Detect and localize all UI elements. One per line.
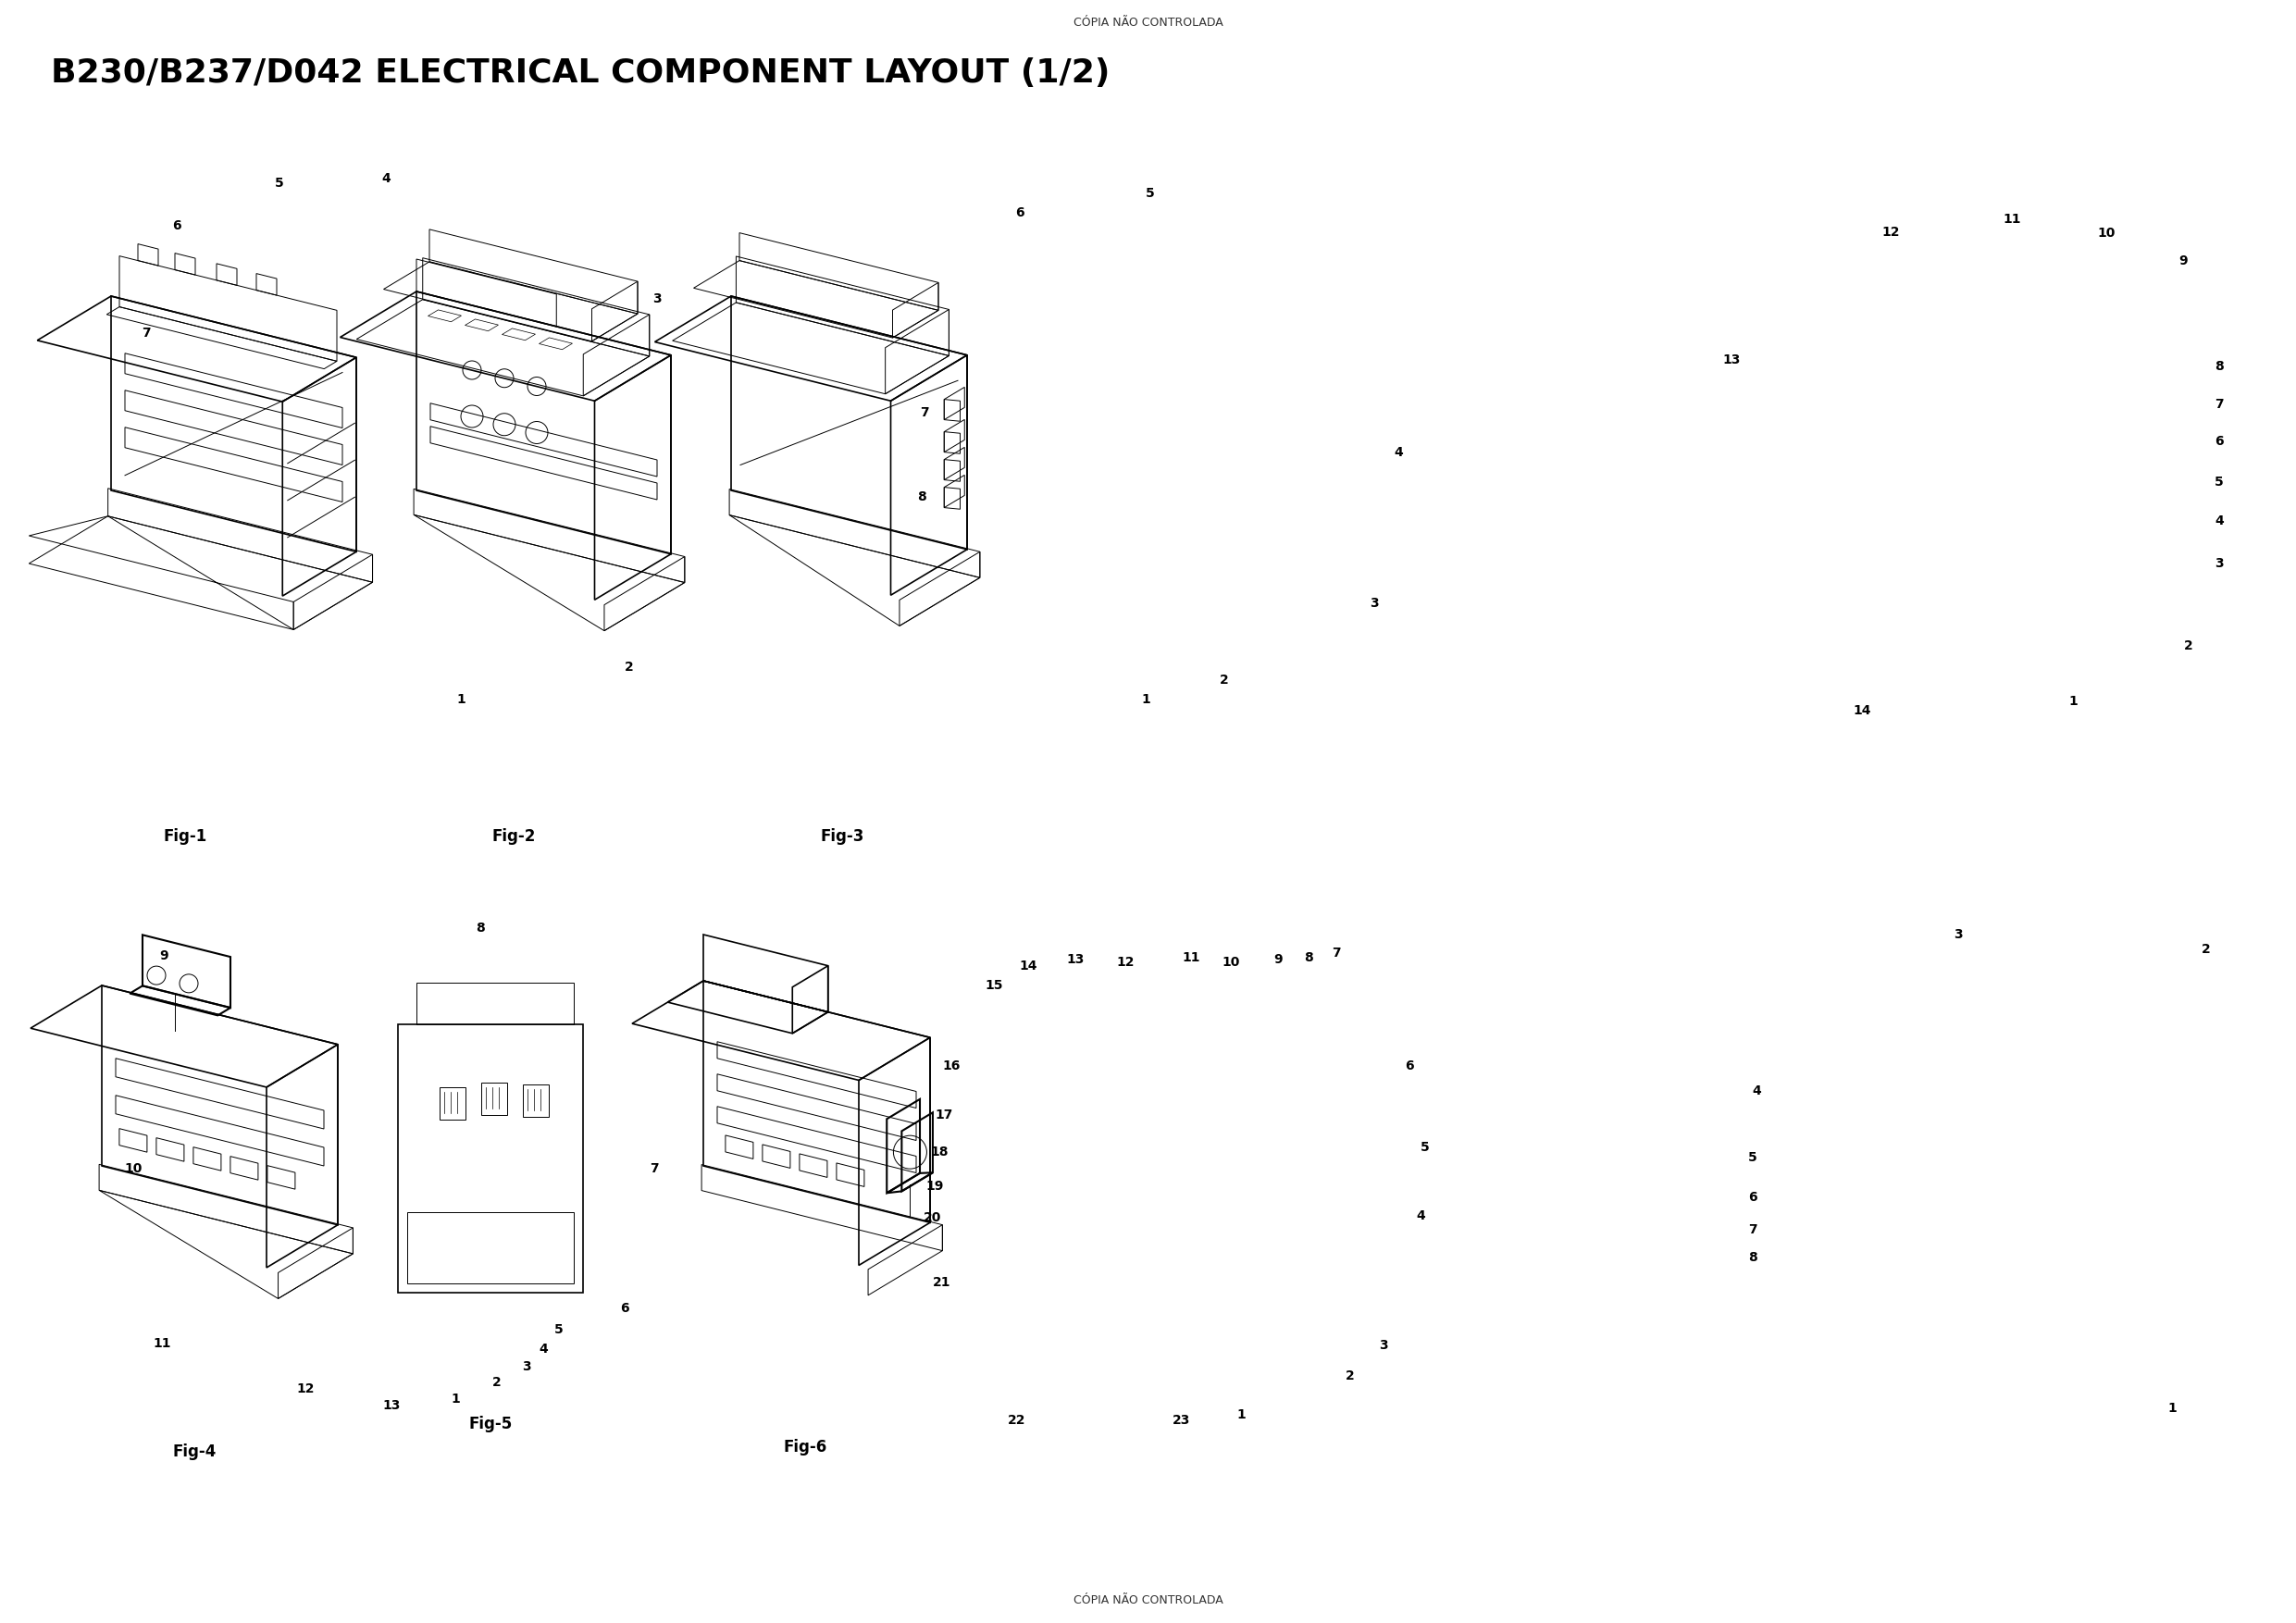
Text: 3: 3 (1371, 597, 1378, 610)
Text: 2: 2 (2183, 639, 2193, 652)
Text: 3: 3 (523, 1360, 530, 1373)
Text: 4: 4 (1752, 1084, 1761, 1097)
Text: 23: 23 (1173, 1414, 1189, 1427)
Text: 11: 11 (154, 1337, 170, 1350)
Text: 3: 3 (1380, 1339, 1387, 1352)
Text: 7: 7 (1750, 1224, 1756, 1235)
Text: 4: 4 (540, 1342, 546, 1355)
Text: 17: 17 (934, 1109, 953, 1121)
Text: 7: 7 (650, 1162, 659, 1175)
Text: 1: 1 (1238, 1409, 1244, 1422)
Text: 13: 13 (1722, 354, 1740, 367)
Text: 6: 6 (172, 219, 181, 232)
Text: 1: 1 (457, 693, 466, 706)
Text: 12: 12 (296, 1383, 315, 1396)
Text: 4: 4 (1417, 1209, 1426, 1222)
Text: 2: 2 (1219, 674, 1228, 687)
Text: 5: 5 (1146, 187, 1155, 200)
Text: B230/B237/D042 ELECTRICAL COMPONENT LAYOUT (1/2): B230/B237/D042 ELECTRICAL COMPONENT LAYO… (51, 57, 1109, 89)
Text: 9: 9 (2179, 255, 2188, 268)
Text: 13: 13 (383, 1399, 400, 1412)
Text: 9: 9 (1274, 953, 1281, 966)
Text: 12: 12 (1116, 956, 1134, 969)
Text: 21: 21 (932, 1276, 951, 1289)
Text: 10: 10 (1221, 956, 1240, 969)
Text: 8: 8 (2216, 360, 2223, 373)
Text: 6: 6 (1405, 1060, 1414, 1073)
Text: 5: 5 (2216, 476, 2223, 489)
Text: 5: 5 (1421, 1141, 1428, 1154)
Text: 10: 10 (2099, 227, 2115, 239)
Text: Fig-5: Fig-5 (468, 1415, 512, 1433)
Text: 12: 12 (1883, 226, 1899, 239)
Text: 9: 9 (161, 949, 168, 962)
Text: 13: 13 (1068, 953, 1084, 966)
Text: 7: 7 (142, 326, 149, 339)
Text: CÓPIA NÃO CONTROLADA: CÓPIA NÃO CONTROLADA (1072, 1594, 1224, 1607)
Text: 1: 1 (1141, 693, 1150, 706)
Text: 1: 1 (452, 1393, 459, 1406)
Text: CÓPIA NÃO CONTROLADA: CÓPIA NÃO CONTROLADA (1072, 16, 1224, 29)
Text: 3: 3 (652, 292, 661, 305)
Text: 22: 22 (1008, 1414, 1026, 1427)
Text: 7: 7 (921, 406, 928, 419)
Text: 7: 7 (2216, 398, 2223, 411)
Text: 20: 20 (923, 1211, 941, 1224)
Text: 18: 18 (930, 1146, 948, 1159)
Text: 4: 4 (2216, 514, 2223, 527)
Text: Fig-3: Fig-3 (820, 828, 863, 846)
Text: 1: 1 (2167, 1402, 2177, 1415)
Text: 11: 11 (2004, 213, 2020, 226)
Text: 8: 8 (1304, 951, 1313, 964)
Text: Fig-6: Fig-6 (783, 1440, 827, 1456)
Text: 4: 4 (1394, 446, 1403, 459)
Text: 6: 6 (1750, 1191, 1756, 1204)
Text: 2: 2 (1345, 1370, 1355, 1383)
Text: Fig-2: Fig-2 (491, 828, 535, 846)
Text: 7: 7 (1332, 946, 1341, 959)
Text: 8: 8 (918, 490, 925, 503)
Text: 3: 3 (2216, 557, 2223, 570)
Text: 3: 3 (1954, 928, 1963, 941)
Text: 16: 16 (944, 1060, 960, 1073)
Text: Fig-1: Fig-1 (163, 828, 207, 846)
Text: 19: 19 (925, 1180, 944, 1193)
Text: 14: 14 (1019, 959, 1038, 972)
Text: 4: 4 (381, 172, 390, 185)
Text: 10: 10 (124, 1162, 142, 1175)
Text: 2: 2 (2202, 943, 2211, 956)
Text: 1: 1 (2069, 695, 2078, 708)
Text: 5: 5 (276, 177, 282, 190)
Text: 5: 5 (556, 1324, 563, 1336)
Text: 6: 6 (1015, 206, 1024, 219)
Text: 2: 2 (494, 1376, 501, 1389)
Text: Fig-4: Fig-4 (172, 1443, 216, 1461)
Text: 6: 6 (620, 1302, 629, 1315)
Text: 5: 5 (1750, 1151, 1756, 1164)
Text: 2: 2 (625, 661, 634, 674)
Text: 11: 11 (1182, 951, 1201, 964)
Text: 15: 15 (985, 979, 1003, 992)
Text: 8: 8 (475, 922, 484, 935)
Text: 8: 8 (1750, 1251, 1756, 1264)
Text: 14: 14 (1853, 704, 1871, 717)
Text: 6: 6 (2216, 435, 2223, 448)
